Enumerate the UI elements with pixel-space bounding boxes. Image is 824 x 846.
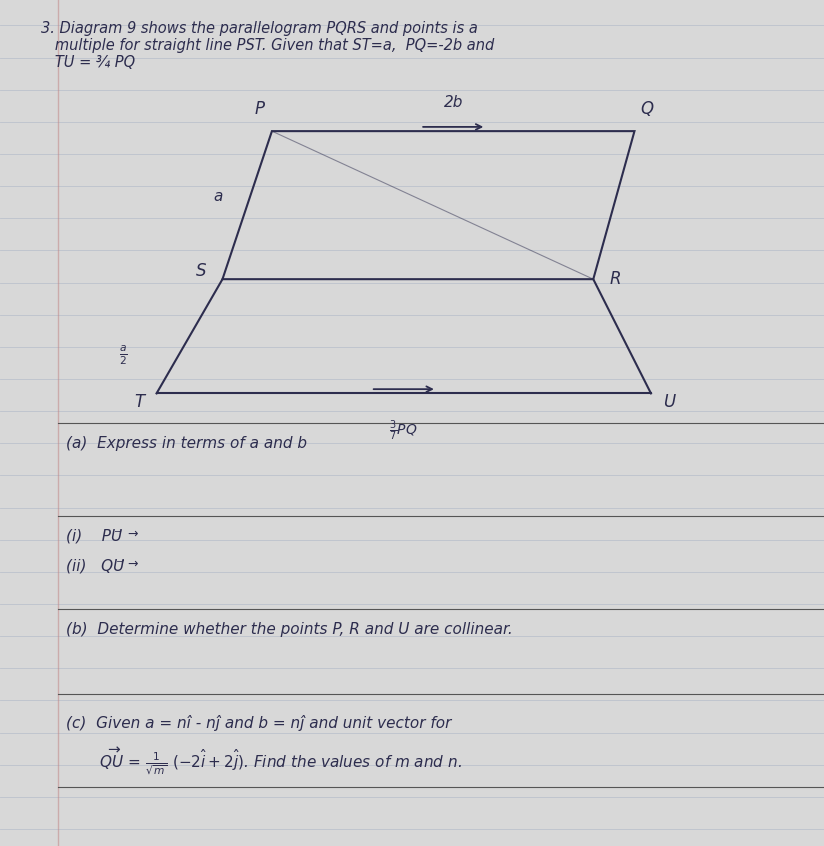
Text: $\frac{3}{7}$PQ: $\frac{3}{7}$PQ xyxy=(390,419,418,443)
Text: →: → xyxy=(128,558,138,570)
Text: 3. Diagram 9 shows the parallelogram PQRS and points is a: 3. Diagram 9 shows the parallelogram PQR… xyxy=(41,21,478,36)
Text: Q: Q xyxy=(640,101,653,118)
Text: (a)  Express in terms of a and b: (a) Express in terms of a and b xyxy=(66,436,307,451)
Text: a: a xyxy=(213,190,222,204)
Text: (b)  Determine whether the points P, R and U are collinear.: (b) Determine whether the points P, R an… xyxy=(66,622,513,637)
Text: TU = ¾ PQ: TU = ¾ PQ xyxy=(41,55,135,70)
Text: 2b: 2b xyxy=(443,95,463,110)
Text: S: S xyxy=(195,261,206,280)
Text: R: R xyxy=(610,270,621,288)
Text: P: P xyxy=(255,101,265,118)
Text: (ii)   QU⃗: (ii) QU⃗ xyxy=(66,558,124,574)
Text: $\overrightarrow{QU}$ = $\frac{1}{\sqrt{m}}$ $(-2\hat{i} + 2\hat{j})$. Find the : $\overrightarrow{QU}$ = $\frac{1}{\sqrt{… xyxy=(66,746,462,777)
Text: T: T xyxy=(134,393,144,411)
Text: multiple for straight line PST. Given that ST=a,  PQ=-2b and: multiple for straight line PST. Given th… xyxy=(41,38,494,53)
Text: (c)  Given a = nî - nĵ and b = nĵ and unit vector for: (c) Given a = nî - nĵ and b = nĵ and uni… xyxy=(66,715,452,731)
Text: $\frac{a}{2}$: $\frac{a}{2}$ xyxy=(119,343,128,367)
Text: U: U xyxy=(663,393,676,411)
Text: →: → xyxy=(128,528,138,541)
Text: (i)    PU⃗: (i) PU⃗ xyxy=(66,529,122,544)
